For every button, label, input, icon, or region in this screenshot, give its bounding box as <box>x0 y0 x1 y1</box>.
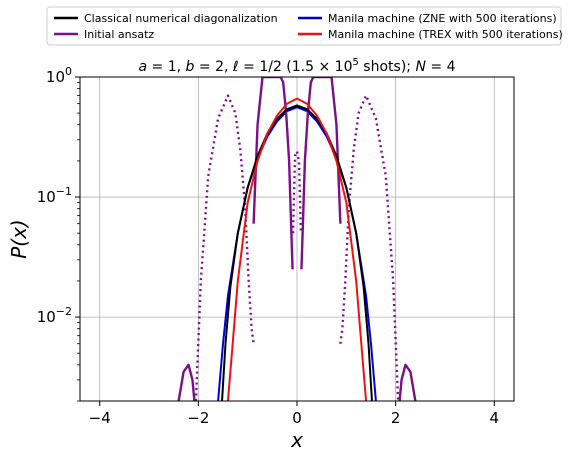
series-line-initial-ansatz <box>339 94 400 401</box>
title-part: a <box>139 59 148 75</box>
y-tick-base: 10 <box>37 188 56 206</box>
series-line-initial-ansatz <box>194 94 255 401</box>
series-group <box>177 77 417 401</box>
legend-box <box>46 6 562 46</box>
legend-label: Initial ansatz <box>84 28 154 41</box>
title-part: shots); <box>359 59 416 75</box>
x-tick-label: −4 <box>89 409 111 427</box>
series-line-initial-ansatz <box>398 363 417 401</box>
series-line-initial-ansatz <box>300 77 342 270</box>
legend-label: Manila machine (ZNE with 500 iterations) <box>328 12 557 25</box>
series-line-classical-numerical-diagonalization <box>221 104 373 401</box>
y-tick-base: 10 <box>46 68 65 86</box>
y-tick-exponent: −1 <box>56 185 72 198</box>
series-line-manila-machine-trex-with-500-iterations <box>226 97 368 401</box>
series-line-initial-ansatz <box>252 77 294 270</box>
y-tick-label: 100 <box>46 65 72 86</box>
title-part: N <box>415 59 426 75</box>
title-part: b <box>186 59 195 75</box>
y-tick-exponent: 0 <box>65 65 72 78</box>
x-tick-label: 0 <box>292 409 302 427</box>
x-axis: −4 −2 0 2 4 <box>89 401 499 427</box>
series-line-initial-ansatz <box>291 150 303 234</box>
y-tick-exponent: −2 <box>56 305 72 318</box>
x-axis-label: x <box>290 428 303 452</box>
legend: Classical numerical diagonalization Initi… <box>46 6 563 46</box>
y-axis-label: P(x) <box>7 219 31 259</box>
title-part: = 1, <box>147 59 185 75</box>
x-tick-label: 4 <box>489 409 499 427</box>
chart-title: a = 1, b = 2, ℓ = 1/2 (1.5 × 105 shots);… <box>139 57 456 75</box>
title-part: = 4 <box>426 59 456 75</box>
legend-label: Classical numerical diagonalization <box>84 12 278 25</box>
y-tick-label: 10−2 <box>37 305 72 326</box>
legend-label: Manila machine (TREX with 500 iterations… <box>328 28 563 41</box>
title-part: = 1/2 (1.5 × 10 <box>239 59 353 75</box>
grid-lines <box>80 76 514 401</box>
title-part: = 2, <box>194 59 232 75</box>
y-tick-base: 10 <box>37 308 56 326</box>
y-tick-label: 10−1 <box>37 185 72 206</box>
title-part: 5 <box>352 57 358 68</box>
title-part: ℓ <box>232 59 239 75</box>
series-line-initial-ansatz <box>177 363 196 401</box>
x-tick-label: −2 <box>187 409 209 427</box>
x-tick-label: 2 <box>391 409 401 427</box>
